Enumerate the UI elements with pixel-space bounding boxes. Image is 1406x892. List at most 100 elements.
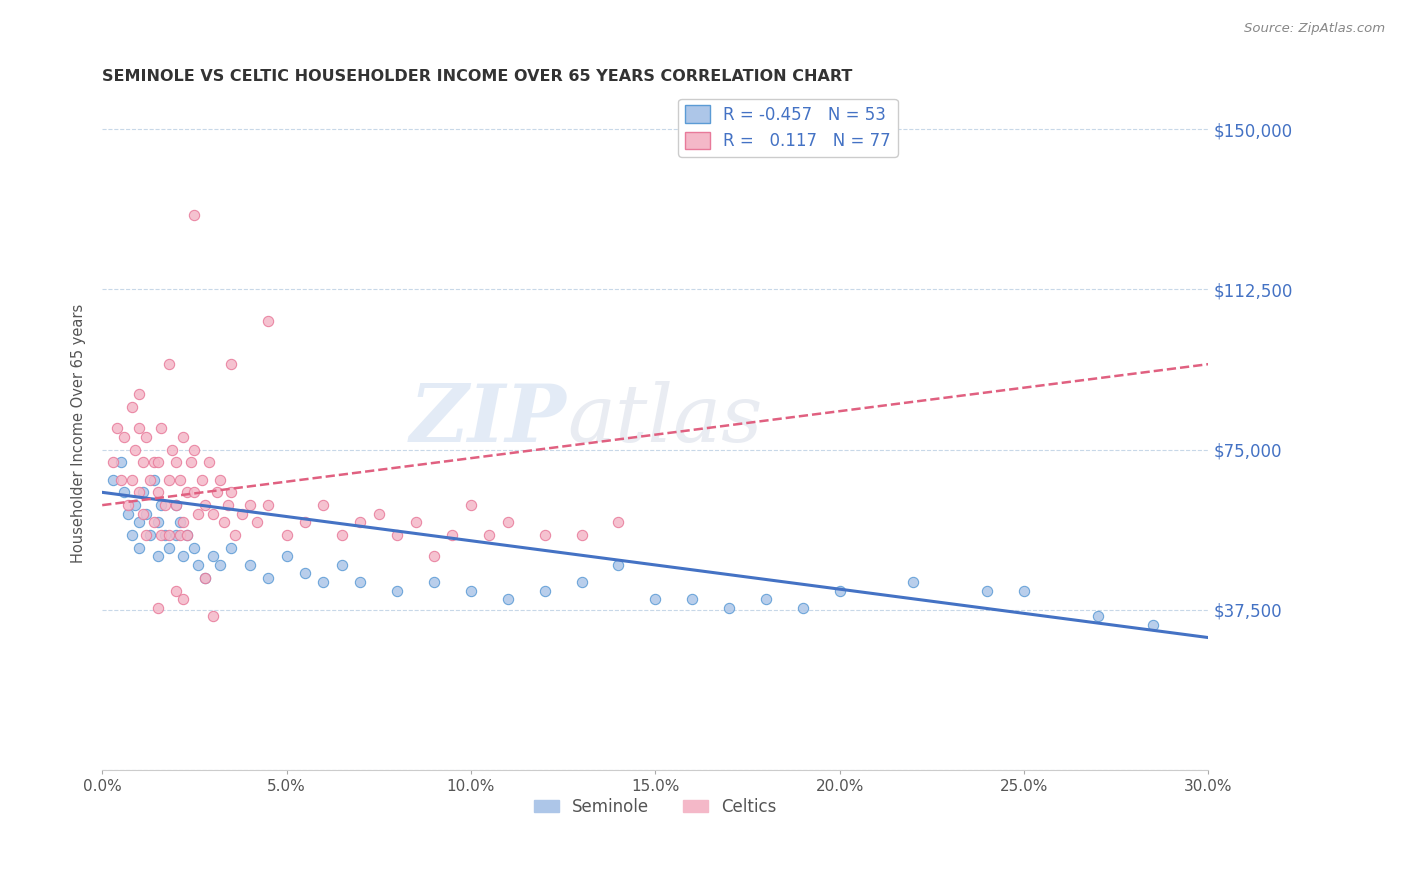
Point xyxy=(205,485,228,500)
Point xyxy=(169,515,191,529)
Point xyxy=(165,498,187,512)
Point xyxy=(176,528,198,542)
Point xyxy=(212,515,235,529)
Point xyxy=(755,592,778,607)
Point xyxy=(135,430,157,444)
Point xyxy=(183,485,205,500)
Point xyxy=(460,583,482,598)
Point xyxy=(172,549,194,564)
Point xyxy=(183,541,205,555)
Point xyxy=(533,528,555,542)
Point xyxy=(150,421,173,435)
Point xyxy=(201,507,224,521)
Point xyxy=(135,528,157,542)
Point xyxy=(571,575,593,590)
Point xyxy=(146,600,169,615)
Point xyxy=(165,528,187,542)
Point xyxy=(146,455,169,469)
Point xyxy=(607,515,630,529)
Point xyxy=(231,507,253,521)
Point xyxy=(139,528,162,542)
Point xyxy=(157,473,180,487)
Point xyxy=(460,498,482,512)
Point xyxy=(139,473,162,487)
Point xyxy=(239,558,262,572)
Point xyxy=(681,592,703,607)
Point xyxy=(496,515,519,529)
Point xyxy=(330,558,353,572)
Point xyxy=(194,498,217,512)
Point xyxy=(191,473,214,487)
Point xyxy=(121,400,143,414)
Point xyxy=(110,455,132,469)
Point xyxy=(146,485,169,500)
Point xyxy=(176,485,198,500)
Point xyxy=(276,528,298,542)
Point xyxy=(172,430,194,444)
Point xyxy=(157,357,180,371)
Point xyxy=(187,507,209,521)
Point xyxy=(128,485,150,500)
Point xyxy=(257,571,280,585)
Point xyxy=(142,473,165,487)
Point xyxy=(571,528,593,542)
Point xyxy=(183,442,205,457)
Point xyxy=(349,575,371,590)
Point xyxy=(110,473,132,487)
Point xyxy=(165,498,187,512)
Point xyxy=(423,575,446,590)
Point xyxy=(718,600,741,615)
Point xyxy=(219,357,242,371)
Point xyxy=(172,592,194,607)
Point xyxy=(128,541,150,555)
Point xyxy=(246,515,269,529)
Point xyxy=(103,473,125,487)
Text: atlas: atlas xyxy=(567,382,762,458)
Point xyxy=(239,498,262,512)
Point xyxy=(150,498,173,512)
Point xyxy=(385,528,408,542)
Point xyxy=(217,498,239,512)
Point xyxy=(423,549,446,564)
Point xyxy=(367,507,389,521)
Point xyxy=(105,421,128,435)
Point xyxy=(976,583,998,598)
Point xyxy=(1142,617,1164,632)
Point xyxy=(142,455,165,469)
Point xyxy=(607,558,630,572)
Point xyxy=(132,455,155,469)
Point xyxy=(187,558,209,572)
Point xyxy=(1012,583,1035,598)
Point xyxy=(112,430,135,444)
Point xyxy=(124,498,146,512)
Point xyxy=(441,528,464,542)
Point xyxy=(644,592,666,607)
Point xyxy=(169,473,191,487)
Point xyxy=(172,515,194,529)
Point xyxy=(194,571,217,585)
Text: SEMINOLE VS CELTIC HOUSEHOLDER INCOME OVER 65 YEARS CORRELATION CHART: SEMINOLE VS CELTIC HOUSEHOLDER INCOME OV… xyxy=(103,69,852,84)
Point xyxy=(183,208,205,222)
Point xyxy=(257,498,280,512)
Point xyxy=(1087,609,1109,624)
Point xyxy=(103,455,125,469)
Point xyxy=(828,583,851,598)
Text: ZIP: ZIP xyxy=(411,382,567,458)
Point xyxy=(132,485,155,500)
Point xyxy=(128,387,150,401)
Legend: Seminole, Celtics: Seminole, Celtics xyxy=(527,791,783,822)
Point xyxy=(150,528,173,542)
Point xyxy=(312,575,335,590)
Point xyxy=(146,549,169,564)
Point xyxy=(121,528,143,542)
Point xyxy=(146,515,169,529)
Point xyxy=(312,498,335,512)
Point xyxy=(201,609,224,624)
Point xyxy=(792,600,814,615)
Point xyxy=(294,566,316,581)
Point xyxy=(121,473,143,487)
Point xyxy=(405,515,427,529)
Point xyxy=(132,507,155,521)
Point xyxy=(128,515,150,529)
Point xyxy=(533,583,555,598)
